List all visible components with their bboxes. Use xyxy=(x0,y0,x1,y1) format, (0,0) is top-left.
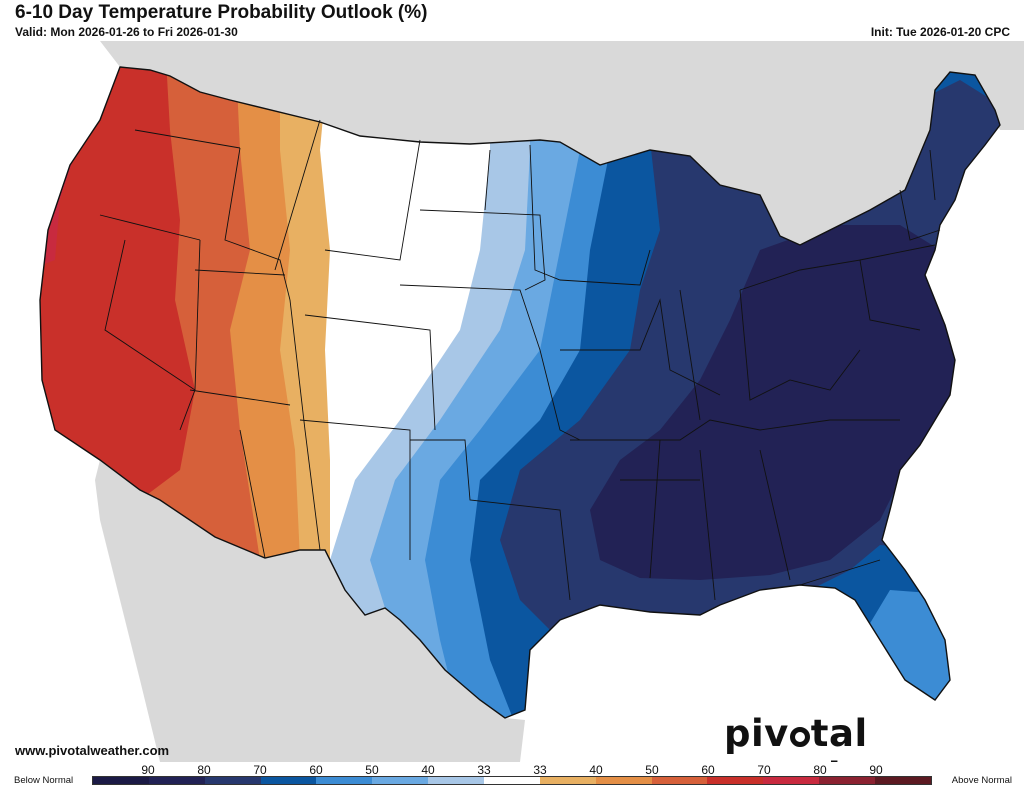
legend-swatches xyxy=(92,776,932,785)
legend-tick-label: 50 xyxy=(365,763,379,777)
logo-text-prefix: piv xyxy=(724,712,789,755)
legend-swatch xyxy=(819,777,876,784)
legend-above-normal: Above Normal xyxy=(951,775,1012,786)
site-url: www.pivotalweather.com xyxy=(15,743,170,758)
legend-tick-label: 33 xyxy=(533,763,547,777)
legend-tick-label: 90 xyxy=(869,763,883,777)
color-legend: Below Normal Above Normal 90 80 70 60 50 40 33… xyxy=(0,762,1024,791)
legend-tick-label: 33 xyxy=(477,763,491,777)
header: 6-10 Day Temperature Probability Outlook… xyxy=(0,0,1024,40)
legend-ticks: 90 80 70 60 50 40 33 33 40 50 60 70 80 90 xyxy=(92,762,932,777)
legend-below-normal: Below Normal xyxy=(14,775,74,786)
legend-swatch xyxy=(428,777,485,784)
legend-tick-label: 90 xyxy=(141,763,155,777)
legend-tick-label: 50 xyxy=(645,763,659,777)
legend-swatch xyxy=(316,777,373,784)
legend-tick-label: 60 xyxy=(701,763,715,777)
legend-swatch xyxy=(707,777,764,784)
map-title: 6-10 Day Temperature Probability Outlook… xyxy=(15,2,428,23)
legend-swatch xyxy=(93,777,149,784)
legend-swatch xyxy=(372,777,429,784)
canada-landmass xyxy=(0,41,1024,245)
conus-outline xyxy=(39,66,1001,719)
legend-tick-label: 70 xyxy=(253,763,267,777)
legend-swatch xyxy=(260,777,317,784)
legend-tick-label: 40 xyxy=(421,763,435,777)
legend-swatch xyxy=(148,777,205,784)
mexico-landmass xyxy=(95,460,525,762)
legend-swatch xyxy=(595,777,652,784)
legend-tick-label: 40 xyxy=(589,763,603,777)
legend-swatch xyxy=(651,777,708,784)
valid-period: Valid: Mon 2026-01-26 to Fri 2026-01-30 xyxy=(15,25,238,39)
legend-swatch xyxy=(763,777,820,784)
legend-tick-label: 80 xyxy=(197,763,211,777)
legend-swatch xyxy=(204,777,261,784)
gear-icon xyxy=(789,727,810,747)
legend-tick-label: 70 xyxy=(757,763,771,777)
legend-tick-label: 60 xyxy=(309,763,323,777)
band-below-90 xyxy=(590,225,960,580)
map-canvas[interactable] xyxy=(0,41,1024,762)
legend-tick-label: 80 xyxy=(813,763,827,777)
legend-swatch xyxy=(875,777,931,784)
legend-swatch xyxy=(539,777,596,784)
state-borders xyxy=(99,119,941,601)
init-time: Init: Tue 2026-01-20 CPC xyxy=(870,25,1010,39)
legend-swatch xyxy=(484,777,540,784)
